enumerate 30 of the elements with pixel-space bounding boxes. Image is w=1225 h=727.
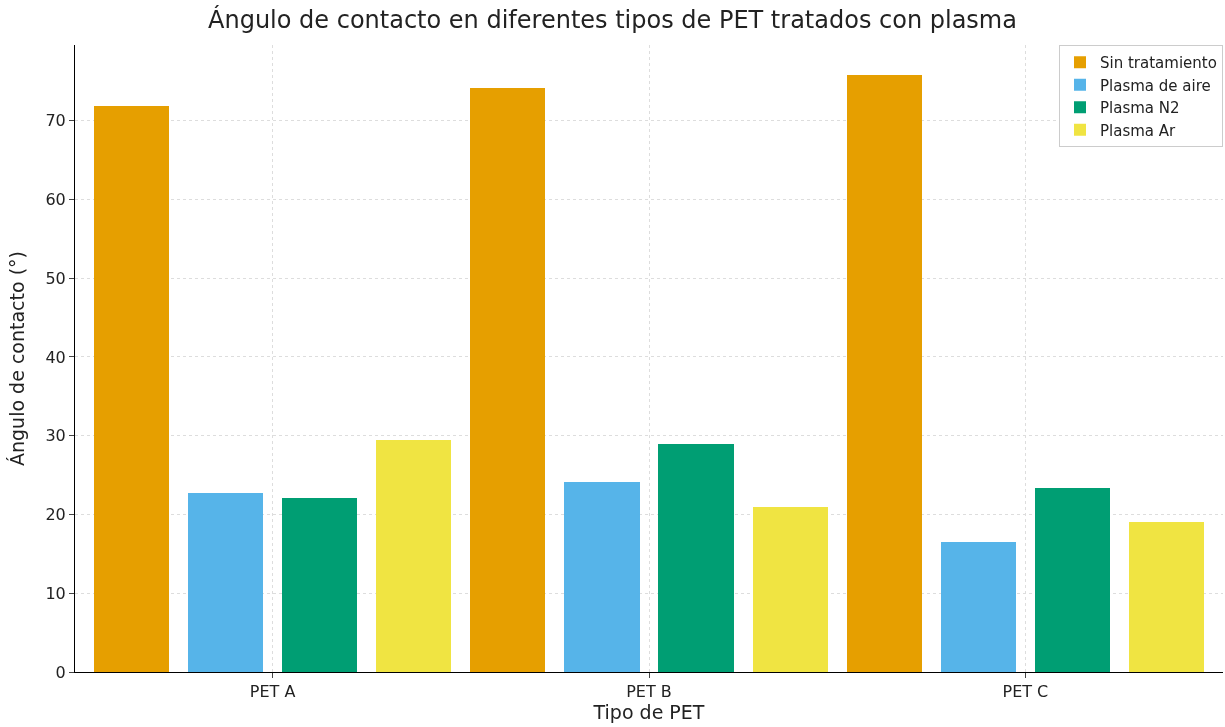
bar xyxy=(847,75,922,672)
bar xyxy=(658,444,734,672)
bar xyxy=(188,493,263,672)
y-tick-label: 60 xyxy=(45,189,66,209)
x-tick-label: PET A xyxy=(249,682,296,702)
bar xyxy=(1035,488,1110,672)
legend-label: Plasma de aire xyxy=(1100,76,1211,95)
y-tick-label: 70 xyxy=(45,111,66,131)
bar xyxy=(1129,522,1204,672)
bar xyxy=(564,482,640,672)
bar xyxy=(94,106,169,672)
y-tick-label: 40 xyxy=(45,347,66,367)
legend-label: Plasma N2 xyxy=(1100,99,1180,118)
y-axis-title: Ángulo de contacto (°) xyxy=(6,251,29,466)
chart-title: Ángulo de contacto en diferentes tipos de PET tratados con plasma xyxy=(208,4,1017,34)
x-axis-title: Tipo de PET xyxy=(592,701,705,724)
y-tick-label: 30 xyxy=(45,426,66,446)
x-tick-label: PET C xyxy=(1002,682,1049,702)
y-tick-label: 0 xyxy=(55,662,66,682)
legend-label: Sin tratamiento xyxy=(1100,54,1217,73)
y-tick-label: 20 xyxy=(45,505,66,525)
legend-label: Plasma Ar xyxy=(1100,121,1177,140)
bar xyxy=(753,507,828,672)
bar xyxy=(376,440,451,672)
y-tick-label: 50 xyxy=(45,268,66,288)
bar xyxy=(941,542,1016,672)
x-tick-label: PET B xyxy=(626,682,672,702)
bar xyxy=(470,88,545,672)
bar xyxy=(282,498,357,672)
y-tick-label: 10 xyxy=(45,583,66,603)
